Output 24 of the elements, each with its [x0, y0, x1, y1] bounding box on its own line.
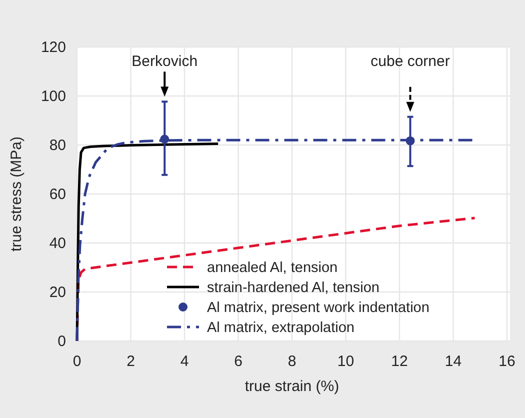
annotation: Berkovich [132, 53, 198, 70]
annotation: cube corner [370, 53, 450, 70]
y-tick-label: 40 [49, 235, 66, 252]
y-tick-label: 60 [49, 186, 66, 203]
x-tick-label: 10 [337, 353, 354, 370]
x-tick-label: 6 [234, 353, 242, 370]
legend-label: Al matrix, extrapolation [207, 320, 354, 336]
legend-label: strain-hardened Al, tension [207, 280, 380, 296]
x-tick-label: 8 [288, 353, 296, 370]
y-tick-label: 120 [40, 39, 66, 56]
y-tick-label: 0 [58, 333, 66, 350]
x-tick-label: 16 [498, 353, 516, 370]
x-tick-label: 2 [126, 353, 135, 370]
y-tick-label: 100 [40, 88, 66, 105]
y-tick-label: 20 [49, 284, 66, 301]
y-tick-label: 80 [49, 137, 66, 154]
legend-label: Al matrix, present work indentation [207, 300, 430, 316]
legend-label: annealed Al, tension [207, 260, 338, 276]
x-axis-title: true strain (%) [244, 378, 340, 395]
y-axis-title: true stress (MPa) [8, 136, 25, 252]
x-tick-label: 14 [444, 353, 462, 370]
x-tick-label: 4 [180, 353, 189, 370]
x-tick-label: 12 [391, 353, 408, 370]
x-tick-label: 0 [72, 353, 82, 370]
